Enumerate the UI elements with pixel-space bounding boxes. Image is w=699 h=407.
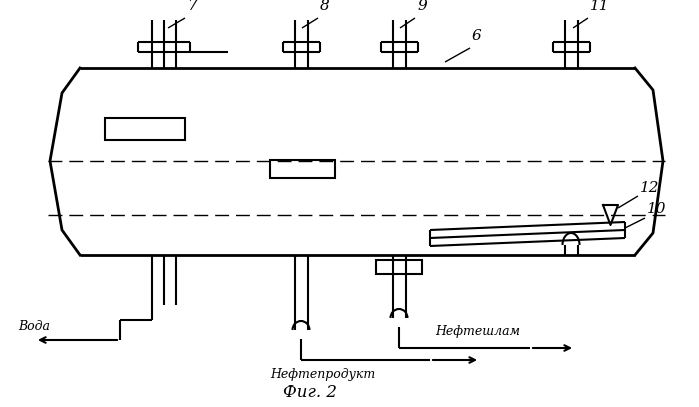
Text: 11: 11	[590, 0, 610, 13]
Text: 7: 7	[187, 0, 196, 13]
Bar	[105, 118, 185, 140]
Bar	[376, 260, 422, 274]
Text: 9: 9	[417, 0, 427, 13]
Text: 8: 8	[320, 0, 330, 13]
Text: Фиг. 2: Фиг. 2	[283, 384, 337, 401]
Text: Нефтепродукт: Нефтепродукт	[270, 368, 375, 381]
Text: 10: 10	[647, 202, 667, 216]
Text: 6: 6	[472, 29, 482, 43]
Bar	[270, 160, 335, 178]
Text: Вода: Вода	[18, 320, 50, 333]
Text: 12: 12	[640, 181, 659, 195]
Text: Нефтешлам: Нефтешлам	[435, 325, 520, 338]
